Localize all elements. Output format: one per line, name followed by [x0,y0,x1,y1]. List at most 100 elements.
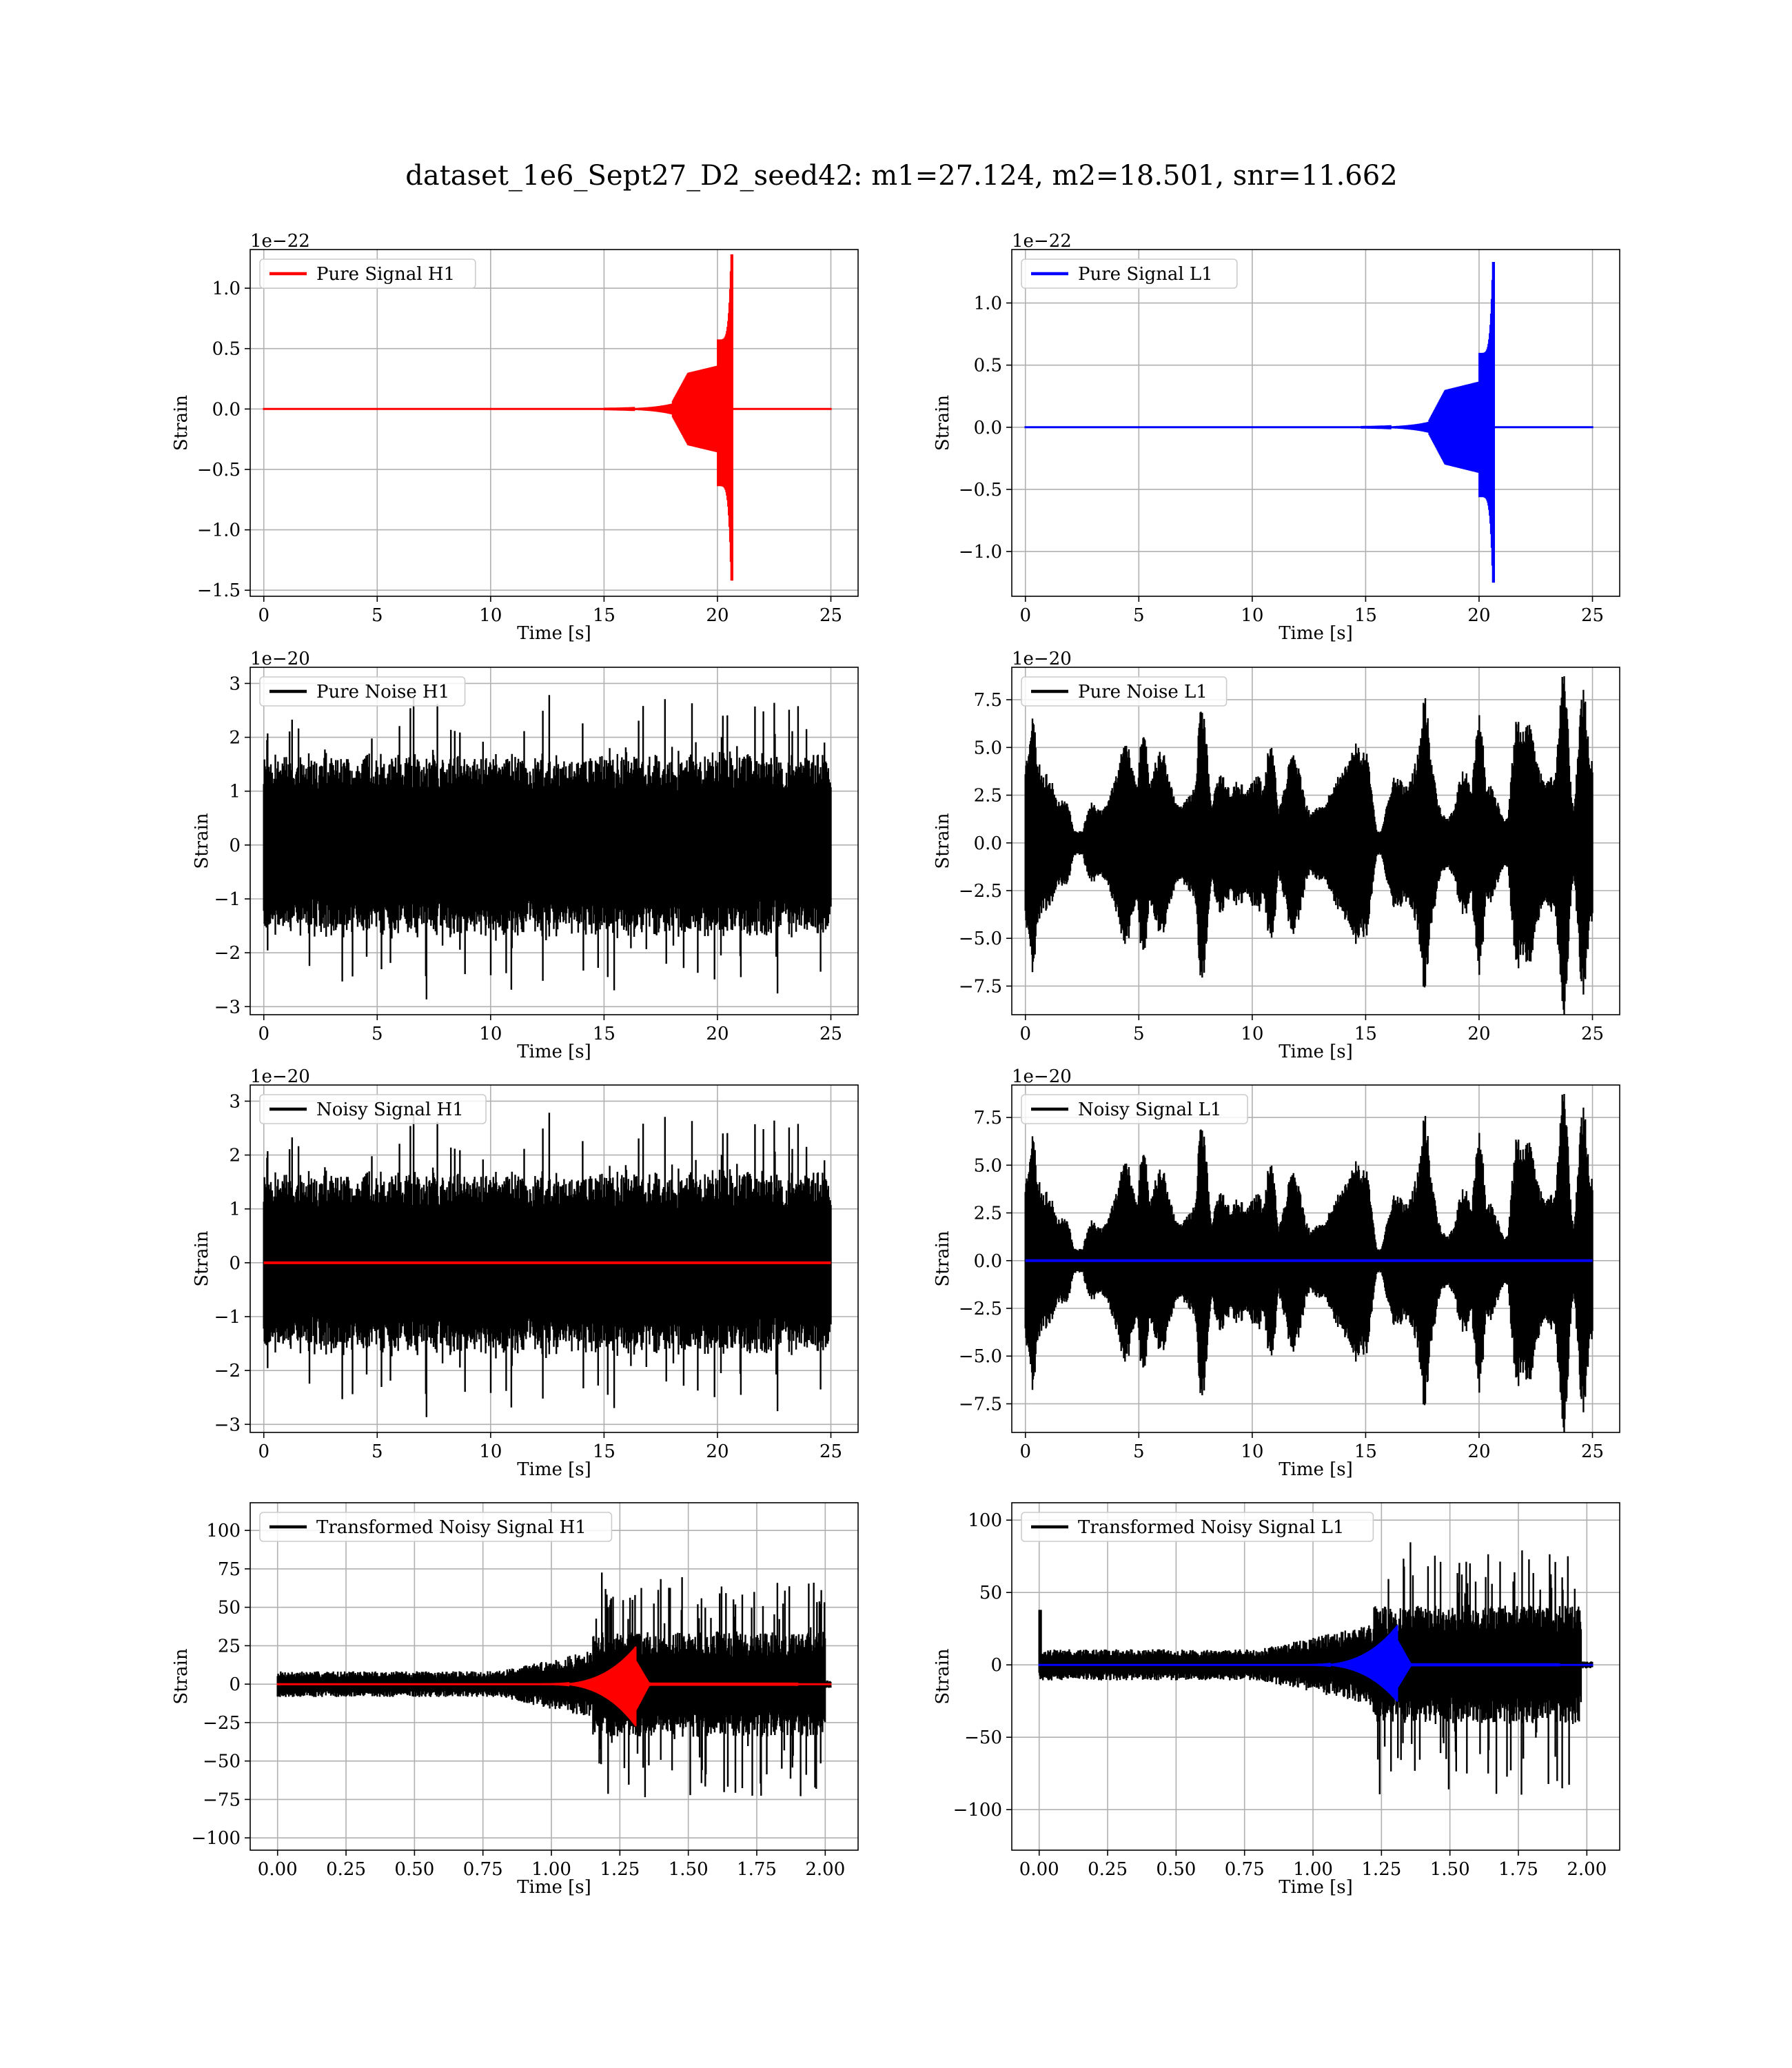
series-trace-1 [1038,1625,1594,1702]
x-tick-label: 20 [1467,1441,1490,1462]
legend-label: Pure Noise H1 [316,682,449,702]
y-tick-label: 0.0 [974,1251,1002,1272]
y-tick-label: 0 [990,1655,1002,1676]
axes-frame [250,667,859,1015]
legend: Pure Noise H1 [259,676,466,707]
series-trace-1 [276,1646,832,1727]
y-tick-label: −50 [964,1727,1002,1748]
x-tick-label: 5 [371,605,383,626]
series-trace-0 [1024,676,1594,1015]
legend-label: Pure Noise L1 [1078,682,1208,702]
y-tick-label: −7.5 [959,1394,1002,1415]
y-tick-label: −0.5 [197,460,241,480]
x-axis-label: Time [s] [1279,1459,1353,1480]
legend-box [259,258,476,289]
x-tick-label: 15 [1354,605,1377,626]
y-tick-label: −3 [214,997,241,1017]
y-axis-label: Strain [171,1648,192,1705]
legend: Pure Signal H1 [259,258,476,289]
legend-box [259,1094,487,1124]
x-tick-label: 25 [819,605,842,626]
legend-label: Pure Signal H1 [316,264,455,285]
series-trace-0 [263,1113,832,1417]
x-tick-label: 20 [706,1024,729,1044]
grid [250,250,858,596]
x-tick-label: 5 [1133,605,1145,626]
y-tick-label: 50 [218,1598,241,1619]
axes-frame [250,1084,859,1433]
legend-box [1021,258,1238,289]
y-tick-label: 5.0 [974,738,1002,758]
x-tick-label: 0 [258,1441,269,1462]
x-tick-label: 15 [593,605,615,626]
y-tick-label: −2 [214,943,241,964]
x-tick-label: 0 [258,1024,269,1044]
chart-pure-signal-h1: 0 5 10 15 20 25 −1.5 −1.0 −0.5 0.0 0.5 1.0 1e−22 Time… [171,231,859,644]
x-tick-label: 0.00 [1019,1859,1059,1880]
x-tick-label: 0.50 [1156,1859,1196,1880]
x-tick-label: 15 [1354,1024,1377,1044]
chart-noisy-signal-h1: 0 5 10 15 20 25 −3 −2 −1 0 1 2 3 1e−20 Time [s] Strain N… [192,1066,859,1480]
series-trace-0 [263,254,832,581]
legend: Noisy Signal H1 [259,1094,487,1124]
y-tick-label: −1 [214,1307,241,1328]
y-axis-label: Strain [933,813,953,869]
x-tick-label: 5 [371,1024,383,1044]
y-tick-label: −2 [214,1361,241,1381]
x-tick-label: 0.75 [1225,1859,1265,1880]
x-tick-label: 10 [479,605,502,626]
x-tick-label: 0.75 [463,1859,503,1880]
chart-pure-signal-l1: 0 5 10 15 20 25 −1.0 −0.5 0.0 0.5 1.0 1e−22 Time [s]… [933,231,1620,644]
y-tick-label: 0.5 [974,356,1002,376]
legend-label: Transformed Noisy Signal H1 [316,1517,587,1538]
x-tick-label: 20 [1467,605,1490,626]
x-tick-label: 25 [819,1024,842,1044]
legend: Noisy Signal L1 [1021,1094,1248,1124]
x-tick-label: 1.25 [1361,1859,1401,1880]
x-tick-label: 1.00 [1293,1859,1333,1880]
y-tick-label: 2 [229,1146,241,1166]
y-tick-label: 3 [229,673,241,694]
x-tick-label: 5 [1133,1441,1145,1462]
x-axis-label: Time [s] [1279,1877,1353,1898]
y-tick-label: −2.5 [959,881,1002,902]
x-tick-label: 10 [1241,605,1263,626]
y-tick-label: 0.5 [212,339,241,360]
grid [1012,250,1620,596]
legend: Transformed Noisy Signal H1 [259,1512,613,1542]
legend: Pure Noise L1 [1021,676,1228,707]
x-axis-label: Time [s] [517,623,591,644]
y-axis-label: Strain [933,1230,953,1287]
legend-box [259,676,466,707]
y-tick-label: −1.5 [197,580,241,601]
series-trace-0 [1024,1094,1594,1432]
y-tick-label: 0.0 [212,399,241,420]
y-tick-label: 0 [229,835,241,856]
x-tick-label: 2.00 [805,1859,845,1880]
y-tick-label: −5.0 [959,929,1002,949]
x-tick-label: 0 [1019,1441,1031,1462]
y-axis-label: Strain [192,1230,212,1287]
y-tick-label: −2.5 [959,1299,1002,1319]
x-tick-label: 0.50 [394,1859,434,1880]
series-trace-0 [263,695,832,1000]
y-tick-label: 2 [229,728,241,749]
x-tick-label: 0.25 [326,1859,366,1880]
legend-box [1021,676,1228,707]
chart-transformed-h1: 0.00 0.25 0.50 0.75 1.00 1.25 1.50 1.75 2.00 −100… [171,1502,859,1898]
legend: Transformed Noisy Signal L1 [1021,1512,1374,1542]
legend-box [1021,1094,1248,1124]
offset-text: 1e−20 [250,649,310,669]
y-tick-label: 0 [229,1253,241,1274]
y-tick-label: 7.5 [974,1108,1002,1128]
x-tick-label: 5 [1133,1024,1145,1044]
y-tick-label: −100 [192,1828,241,1849]
x-tick-label: 10 [1241,1441,1263,1462]
chart-transformed-l1: 0.00 0.25 0.50 0.75 1.00 1.25 1.50 1.75 2.00 −100… [933,1502,1620,1898]
x-tick-label: 15 [1354,1441,1377,1462]
y-tick-label: 2.5 [974,1204,1002,1224]
x-tick-label: 1.75 [1498,1859,1538,1880]
x-tick-label: 1.75 [737,1859,777,1880]
x-tick-label: 25 [1581,1024,1604,1044]
